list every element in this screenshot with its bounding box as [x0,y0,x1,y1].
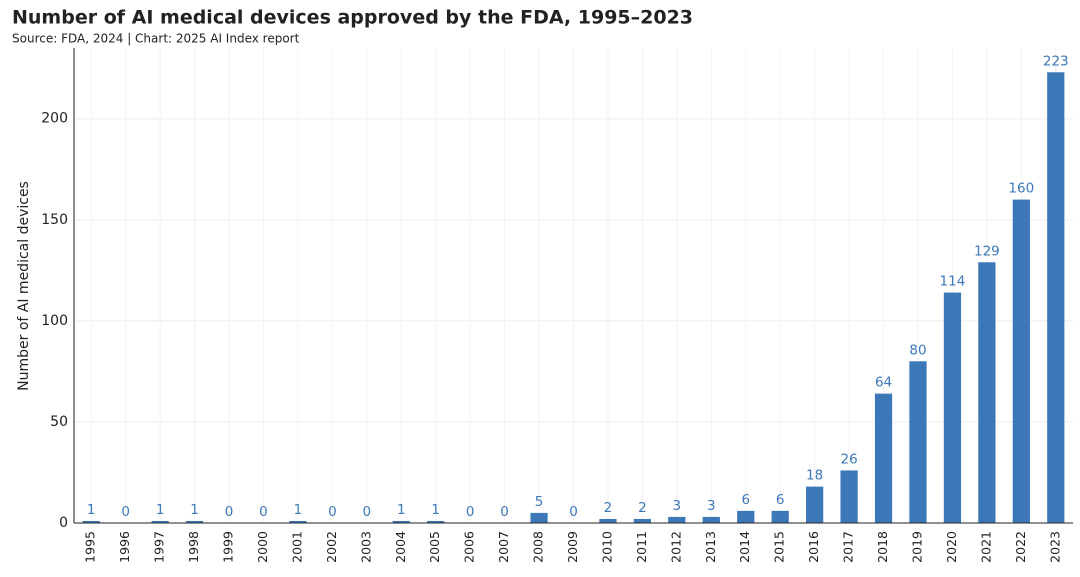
value-label: 0 [121,504,130,520]
value-label: 64 [875,375,892,391]
y-tick-label: 100 [41,313,68,329]
x-tick-label: 2020 [944,531,959,563]
bar [633,518,652,523]
x-tick-label: 2009 [565,531,580,563]
x-tick-label: 2016 [806,531,821,563]
value-label: 160 [1008,181,1034,197]
bar [599,518,617,523]
value-label: 6 [776,492,785,508]
x-tick-label: 2008 [531,531,546,563]
value-label: 1 [397,502,406,518]
bar [289,520,307,523]
y-axis-label: Number of AI medical devices [16,181,32,391]
value-label: 0 [466,504,475,520]
x-tick-label: 2001 [289,531,304,563]
x-tick-label: 2019 [909,531,924,563]
value-label: 114 [940,274,966,290]
value-label: 0 [569,504,578,520]
value-label: 1 [431,502,440,518]
x-tick-label: 2014 [737,531,752,563]
x-tick-label: 2007 [496,531,511,563]
value-label: 1 [190,502,199,518]
value-label: 3 [707,498,716,514]
value-label: 26 [840,451,857,467]
value-label: 0 [328,504,337,520]
x-tick-label: 2003 [358,531,373,563]
x-tick-label: 2018 [875,531,890,563]
x-tick-label: 2017 [841,531,856,563]
value-label: 1 [156,502,165,518]
bar [737,510,755,523]
x-tick-label: 2023 [1047,531,1062,563]
bar [530,512,548,523]
bar [702,516,720,523]
bar [909,361,927,523]
x-tick-label: 2000 [255,531,270,563]
x-tick-label: 2015 [772,531,787,563]
value-label: 223 [1043,53,1069,69]
value-label: 0 [500,504,509,520]
value-label: 2 [604,500,613,516]
bar [943,292,962,523]
bar [840,470,858,523]
value-label: 5 [535,494,544,510]
value-label: 0 [225,504,234,520]
bar [427,520,445,523]
bar [771,510,789,523]
y-tick-label: 0 [59,515,68,531]
x-tick-label: 2013 [703,531,718,563]
value-label: 18 [806,468,823,484]
x-tick-label: 1998 [186,531,201,563]
y-tick-label: 150 [41,212,68,228]
chart-subtitle: Source: FDA, 2024 | Chart: 2025 AI Index… [12,32,300,46]
value-label: 1 [87,502,96,518]
bar [185,520,204,523]
x-tick-label: 1995 [83,531,98,563]
x-tick-label: 2012 [668,531,683,563]
x-tick-label: 2011 [634,531,649,563]
value-label: 0 [259,504,268,520]
value-label: 0 [363,504,372,520]
chart-title: Number of AI medical devices approved by… [12,7,693,29]
y-tick-label: 50 [50,414,68,430]
x-tick-label: 2002 [324,531,339,563]
bar [806,486,824,523]
bar [1012,199,1030,523]
value-label: 80 [909,342,926,358]
bar [978,262,996,523]
bar [1047,72,1065,524]
bar [82,520,100,523]
bar [151,520,169,523]
x-tick-label: 2005 [427,531,442,563]
bar [392,520,410,523]
x-tick-label: 1999 [221,531,236,563]
x-tick-label: 2022 [1013,531,1028,563]
y-tick-label: 200 [41,111,68,127]
value-label: 6 [741,492,750,508]
x-tick-label: 2004 [393,531,408,563]
x-tick-label: 2010 [599,531,614,563]
x-tick-label: 1997 [152,531,167,563]
bar [874,393,893,523]
x-tick-label: 2021 [978,531,993,563]
bar [668,516,686,523]
x-tick-label: 1996 [117,531,132,563]
value-label: 129 [974,243,1000,259]
value-label: 3 [673,498,682,514]
value-label: 2 [638,500,647,516]
x-tick-label: 2006 [462,531,477,563]
value-label: 1 [294,502,303,518]
